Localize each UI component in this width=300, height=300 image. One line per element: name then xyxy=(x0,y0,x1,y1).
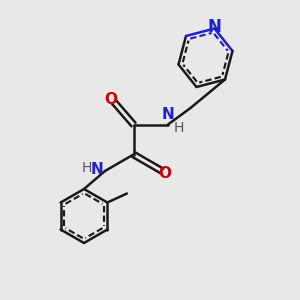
Text: O: O xyxy=(158,167,172,182)
Text: H: H xyxy=(173,121,184,135)
Text: N: N xyxy=(91,162,103,177)
Text: N: N xyxy=(208,18,221,36)
Text: H: H xyxy=(82,161,92,175)
Text: N: N xyxy=(162,107,174,122)
Text: O: O xyxy=(104,92,118,107)
